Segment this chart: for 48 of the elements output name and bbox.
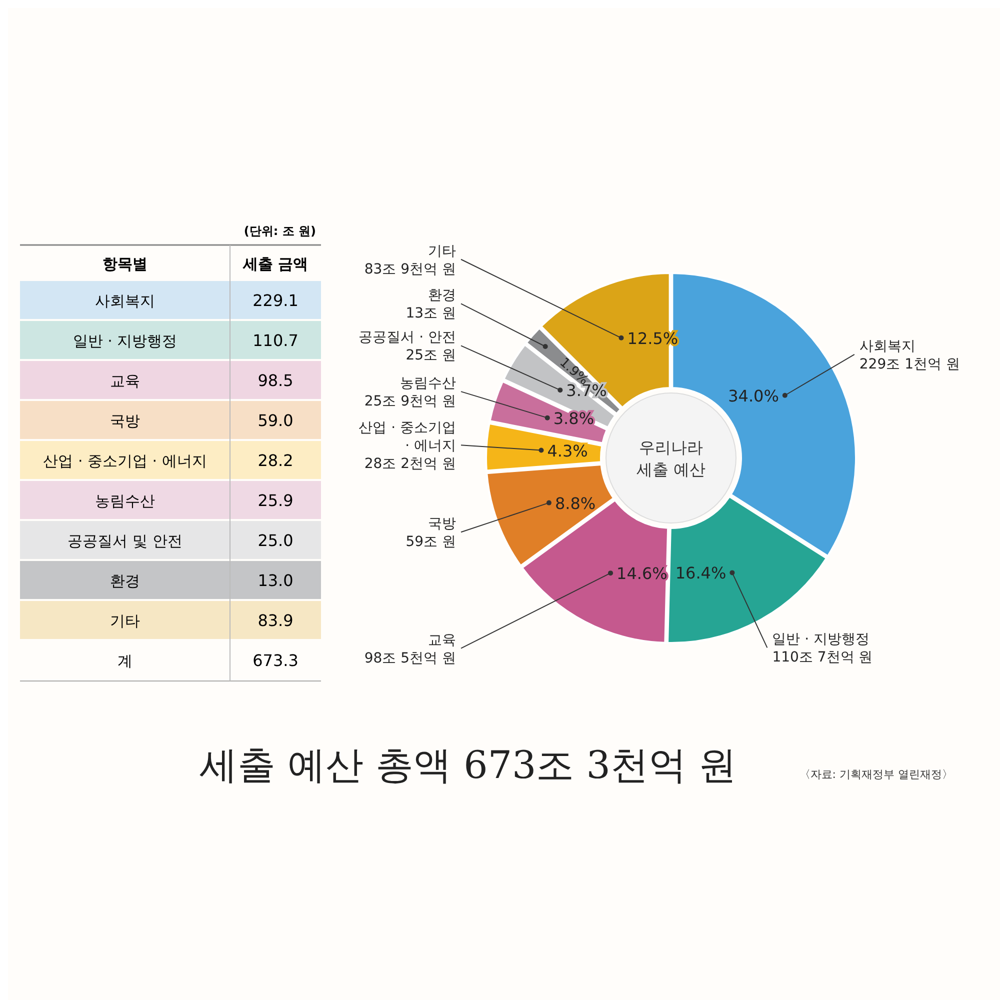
slice-label: 일반 · 지방행정 [772, 632, 870, 648]
text: 세출 예산 총액 673조 3천억 원 [199, 743, 737, 787]
data-label: 8.8% [554, 494, 596, 513]
text: 13.0 [258, 571, 294, 590]
text: 25.9 [258, 491, 294, 510]
category-label: 농림수산 [95, 492, 155, 510]
text: (단위: 조 원) [244, 224, 316, 238]
text: 83조 9천억 원 [364, 261, 456, 278]
category-label: 환경 [110, 572, 140, 590]
text: 673.3 [252, 651, 298, 670]
text: 13조 원 [406, 306, 456, 322]
category-label: 국방 [110, 412, 140, 430]
slice-label: 기타 [428, 243, 456, 260]
category-label: 기타 [110, 612, 140, 630]
text: 59조 원 [406, 534, 456, 550]
text: 25조 9천억 원 [364, 394, 456, 410]
text: 229조 1천억 원 [859, 356, 960, 372]
text: 세출 금액 [242, 255, 308, 273]
category-label: 공공질서 및 안전 [68, 532, 182, 550]
text: 110.7 [252, 331, 298, 350]
text: 98조 5천억 원 [364, 650, 456, 666]
category-label: 산업 · 중소기업 · 에너지 [43, 452, 207, 470]
text: 229.1 [252, 291, 298, 310]
slice-label: 국방 [428, 516, 456, 532]
text: 25.0 [258, 531, 294, 550]
text: 110조 7천억 원 [772, 650, 873, 666]
text: 98.5 [258, 371, 294, 390]
text: 28조 2천억 원 [364, 456, 456, 472]
text: 〈자료: 기획재정부 열린재정〉 [799, 768, 953, 781]
slice-label: 환경 [428, 288, 456, 304]
text: 계 [118, 652, 132, 670]
data-label: 16.4% [675, 564, 726, 583]
text: 59.0 [258, 411, 294, 430]
slice-label: 농림수산 [400, 376, 456, 392]
text: 우리나라 세출 예산 [636, 438, 706, 479]
text: 28.2 [258, 451, 294, 470]
data-label: 34.0% [728, 386, 779, 406]
slice-label: 사회복지 [859, 338, 916, 354]
slice-label: 교육 [428, 632, 456, 648]
category-label: 교육 [110, 372, 140, 390]
slice-label: 공공질서 · 안전 [358, 330, 456, 346]
text: 83.9 [258, 611, 294, 630]
text: 25조 원 [406, 348, 456, 364]
text: 항목별 [102, 255, 148, 273]
category-label: 일반 · 지방행정 [72, 332, 178, 350]
category-label: 사회복지 [95, 292, 155, 310]
data-label: 4.3% [547, 441, 588, 460]
slice-label: 산업 · 중소기업 · 에너지 [358, 420, 456, 454]
